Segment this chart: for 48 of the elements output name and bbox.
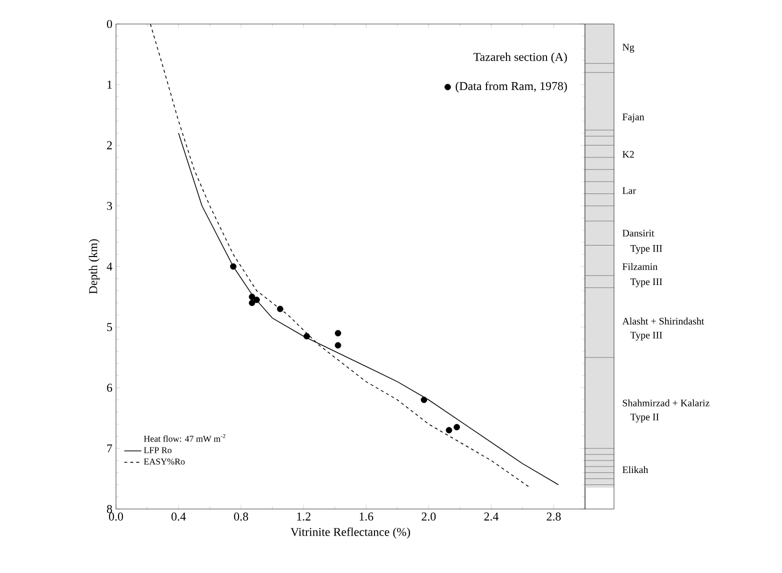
x-tick-label: 2.8	[546, 512, 561, 521]
point	[454, 424, 460, 430]
y-tick-label: 0	[106, 20, 112, 28]
point	[254, 296, 260, 304]
text: Shahmirzad + Kalariz	[622, 399, 710, 406]
text: Fajan	[622, 114, 644, 122]
text: Tazareh section (A)	[474, 52, 567, 64]
y-tick-label: 1	[108, 80, 112, 89]
legend-label: (Data from Ram, 1978)	[456, 82, 567, 93]
text: Type III	[630, 245, 662, 254]
text: Alasht + Shirindasht	[622, 318, 704, 325]
text: Type III	[630, 332, 662, 341]
legend-label: EASY%Ro	[144, 458, 185, 465]
y-tick-label: 2	[107, 141, 112, 150]
text: Elikah	[622, 466, 648, 474]
legend-label: LFP Ro	[144, 447, 172, 454]
x-tick-label: 0.0	[108, 512, 124, 521]
text: Ng	[622, 44, 634, 53]
y-tick-label: 5	[107, 323, 112, 332]
point	[248, 300, 256, 306]
x-tick-label: 1.6	[360, 512, 374, 521]
point	[446, 427, 452, 434]
y-tick-label: 3	[107, 202, 112, 210]
y-axis-title: Depth (km)	[88, 239, 100, 294]
y-tick-label: 7	[107, 444, 112, 452]
point	[304, 333, 310, 340]
x-tick-label: 0.8	[234, 512, 248, 521]
x-tick-label: 0.4	[172, 512, 186, 521]
point	[334, 330, 342, 336]
x-axis-title: Vitrinite Reflectance (%)	[290, 527, 410, 538]
point	[230, 263, 236, 270]
text: Type III	[630, 278, 662, 288]
y-tick-label: 8	[106, 504, 112, 514]
y-tick-label: 6	[107, 384, 112, 392]
point	[276, 306, 284, 312]
x-tick-label: 1.2	[297, 512, 310, 521]
y-tick-label: 4	[106, 262, 112, 270]
point	[248, 294, 256, 300]
text: Lar	[622, 187, 636, 194]
text: Filzamin	[622, 262, 658, 270]
point	[334, 342, 342, 349]
legend-title: Heat flow: 47 mW m$^{-2}$	[144, 434, 226, 442]
point	[420, 396, 428, 404]
x-tick-label: 2.4	[484, 512, 498, 521]
text: Dansirit	[622, 230, 654, 236]
text: Type II	[630, 414, 659, 422]
text: K2	[622, 151, 634, 158]
x-tick-label: 2.0	[422, 512, 436, 521]
